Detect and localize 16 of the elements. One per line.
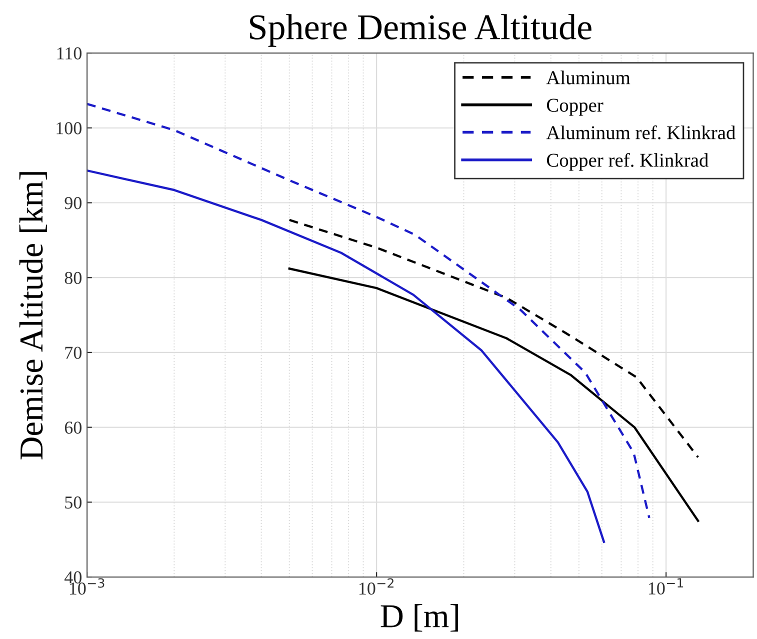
y-tick-label: 110 [57,47,82,60]
legend-label: Copper ref. Klinkrad [546,152,708,171]
y-tick-label: 50 [65,496,82,509]
y-tick-label: 100 [56,122,82,134]
x-axis-title: D [m] [380,604,458,632]
x-tick-label: 10$^{−2}$ [359,578,394,595]
y-tick-label: 90 [64,197,82,210]
y-tick-label: 80 [64,272,82,284]
legend-label: Aluminum [546,70,630,84]
y-tick-label: 70 [65,346,82,359]
chart-title: Sphere Demise Altitude [250,14,592,47]
legend-label: Aluminum ref. Klinkrad [546,125,736,140]
x-tick-label: 10$^{−1}$ [648,578,684,595]
y-tick-label: 60 [64,422,82,434]
legend-label: Copper [546,98,604,116]
y-axis-title: Demise Altitude [km] [19,172,47,460]
